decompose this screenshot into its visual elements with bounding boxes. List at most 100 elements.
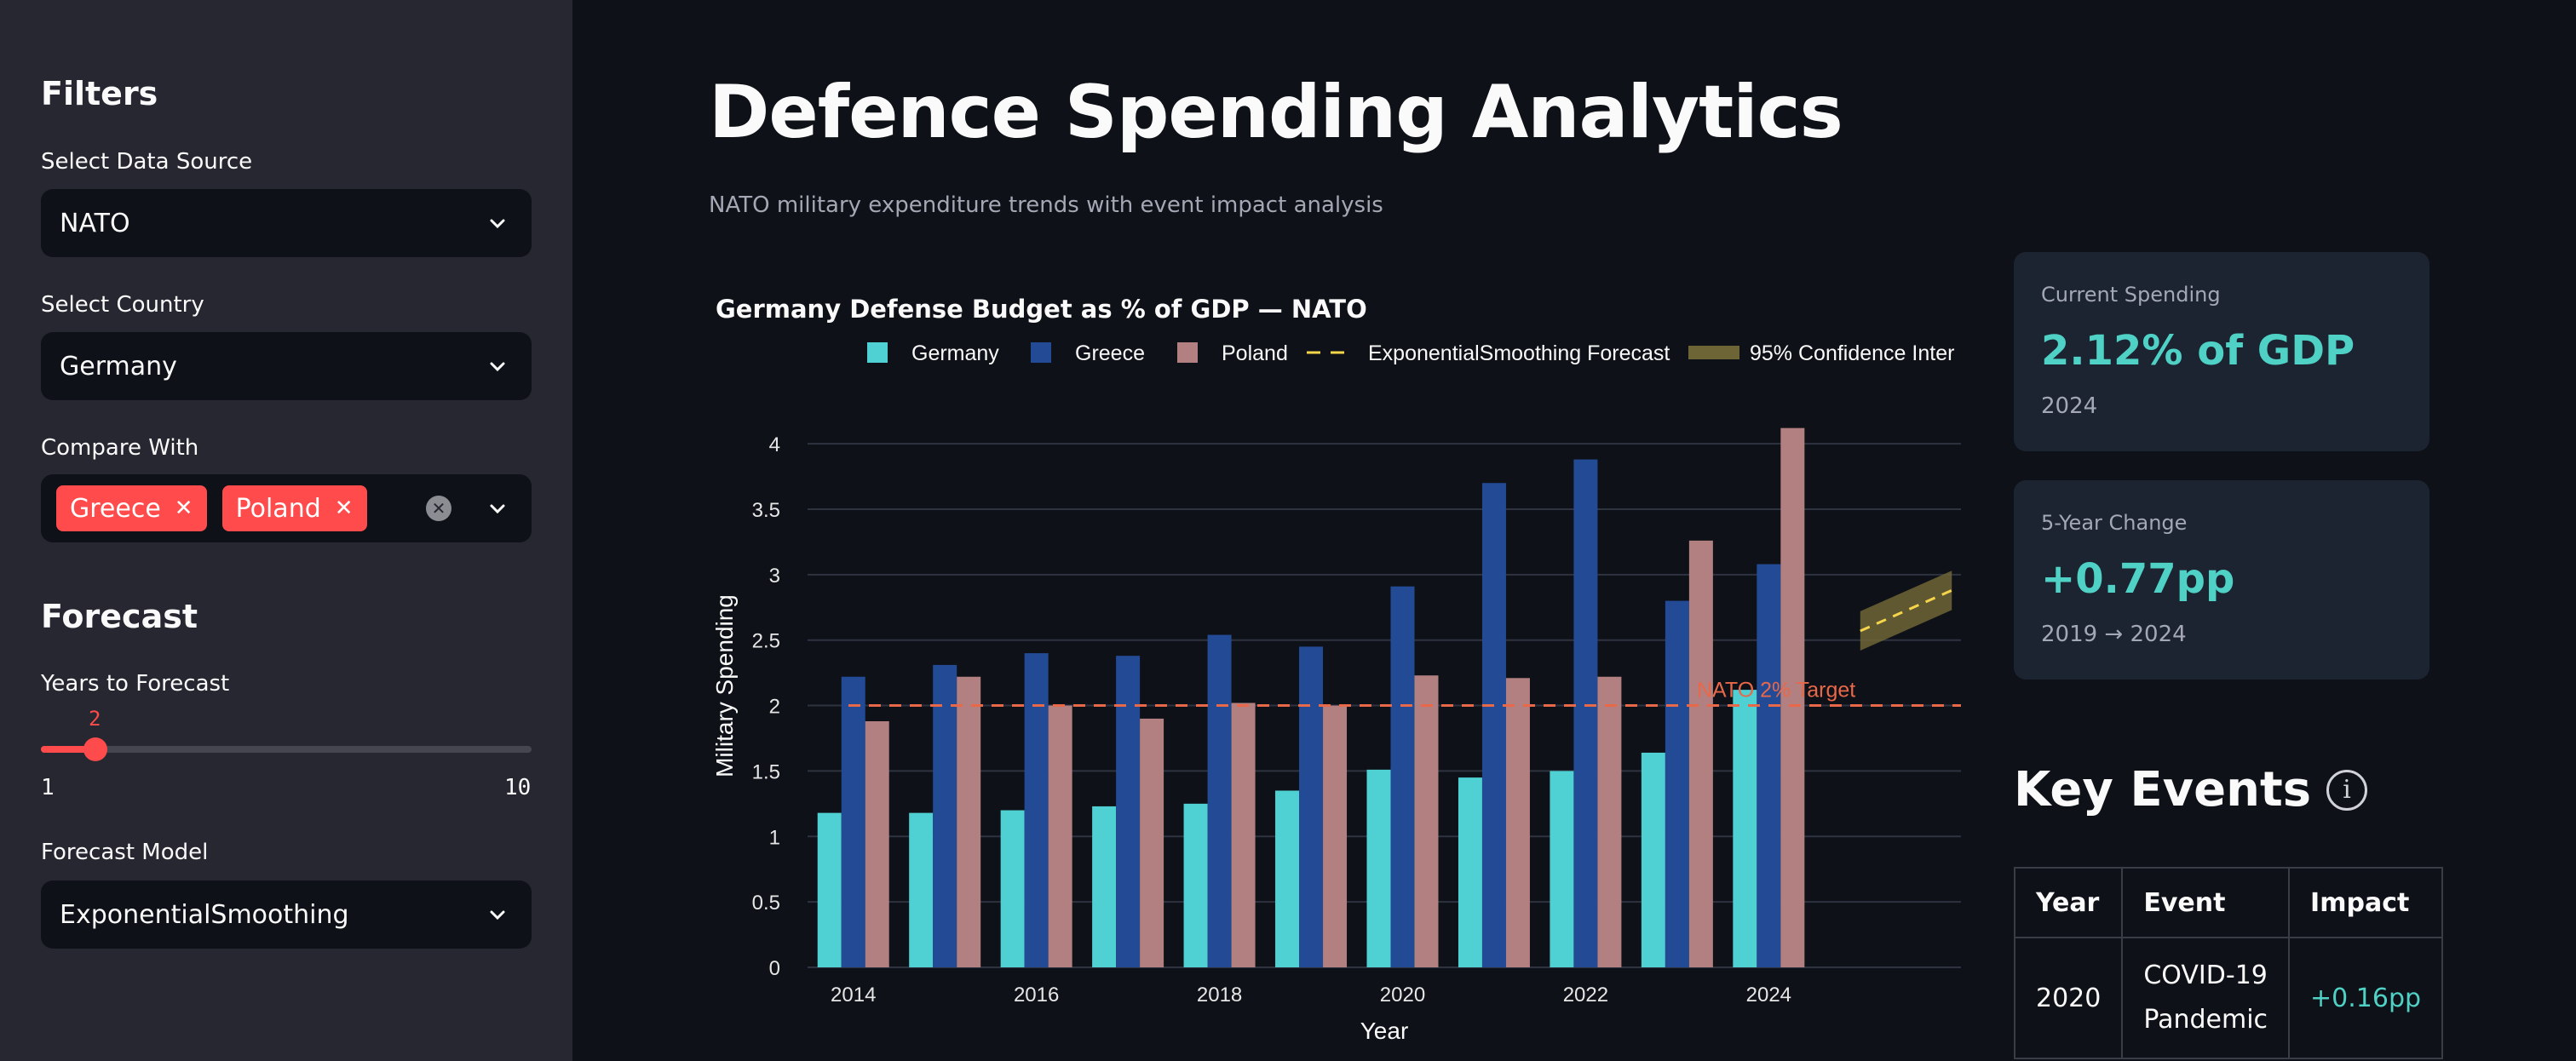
- info-icon[interactable]: i: [2326, 769, 2368, 811]
- metric-value: +0.77pp: [2041, 555, 2235, 603]
- chip-label: Greece: [70, 493, 161, 524]
- metric-current-spending: Current Spending 2.12% of GDP 2024: [2014, 252, 2429, 451]
- bar-germany-2018: [1183, 803, 1208, 967]
- bar-poland-2022: [1597, 676, 1622, 967]
- chip-greece[interactable]: Greece ✕: [56, 485, 207, 531]
- chip-poland[interactable]: Poland ✕: [221, 485, 367, 531]
- years-slider[interactable]: [41, 737, 532, 761]
- bar-germany-2016: [1000, 810, 1025, 967]
- metric-label: 5-Year Change: [2041, 511, 2188, 535]
- x-tick-label: 2016: [1014, 984, 1059, 1007]
- bar-greece-2020: [1390, 586, 1415, 967]
- bar-greece-2021: [1481, 483, 1506, 967]
- bar-germany-2022: [1550, 771, 1574, 967]
- bar-poland-2021: [1505, 678, 1530, 967]
- years-label: Years to Forecast: [41, 671, 230, 697]
- page-subtitle: NATO military expenditure trends with ev…: [709, 192, 1383, 218]
- close-icon[interactable]: ✕: [174, 496, 193, 521]
- slider-value: 2: [89, 707, 101, 731]
- key-events-title: Key Events: [2014, 762, 2312, 817]
- slider-max: 10: [504, 775, 532, 800]
- header-year: Year: [2013, 867, 2124, 938]
- data-source-select[interactable]: NATO: [41, 189, 532, 257]
- bar-greece-2014: [841, 676, 865, 967]
- country-label: Select Country: [41, 292, 204, 318]
- close-icon[interactable]: ✕: [334, 496, 354, 521]
- bar-greece-2018: [1207, 634, 1232, 967]
- bar-germany-2017: [1092, 806, 1117, 967]
- target-label: NATO 2% Target: [1697, 679, 1855, 703]
- table-row: 2020 COVID-19 Pandemic +0.16pp: [2013, 937, 2444, 1059]
- bar-germany-2024: [1733, 690, 1757, 967]
- legend-swatch: [867, 342, 888, 363]
- cell-impact: +0.16pp: [2288, 937, 2444, 1059]
- model-select[interactable]: ExponentialSmoothing: [41, 880, 532, 949]
- legend-label: Germany: [911, 341, 999, 365]
- key-events-table: Year Event Impact 2020 COVID-19 Pandemic…: [2013, 867, 2444, 1059]
- y-tick-label: 1: [769, 826, 780, 849]
- chevron-down-icon: [482, 351, 513, 381]
- slider-min: 1: [41, 775, 55, 800]
- country-select[interactable]: Germany: [41, 332, 532, 400]
- legend-swatch: [1688, 346, 1739, 359]
- bar-germany-2019: [1275, 790, 1300, 967]
- country-value: Germany: [60, 351, 177, 381]
- bar-poland-2014: [865, 721, 889, 967]
- y-axis-label: Military Spending: [711, 594, 738, 777]
- slider-fill: [41, 746, 95, 753]
- bar-poland-2020: [1414, 675, 1439, 967]
- compare-multiselect[interactable]: Greece ✕ Poland ✕ ✕: [41, 474, 532, 542]
- table-header-row: Year Event Impact: [2013, 867, 2444, 938]
- sidebar: Filters Select Data Source NATO Select C…: [0, 0, 572, 1061]
- legend-label: 95% Confidence Inter: [1750, 341, 1954, 365]
- y-tick-label: 0.5: [752, 892, 780, 915]
- compare-label: Compare With: [41, 435, 199, 461]
- x-tick-label: 2020: [1380, 984, 1425, 1007]
- legend-swatch: [1177, 342, 1198, 363]
- model-label: Forecast Model: [41, 840, 209, 865]
- y-tick-label: 2.5: [752, 630, 780, 653]
- header-impact: Impact: [2288, 867, 2444, 938]
- legend-swatch: [1031, 342, 1051, 363]
- bar-germany-2021: [1458, 777, 1482, 967]
- legend-label: Poland: [1222, 341, 1288, 365]
- slider-thumb[interactable]: [83, 737, 107, 761]
- x-tick-label: 2014: [831, 984, 876, 1007]
- chip-label: Poland: [235, 493, 321, 524]
- forecast-heading: Forecast: [41, 598, 198, 635]
- clear-all-icon[interactable]: ✕: [426, 496, 451, 521]
- bar-poland-2015: [957, 676, 981, 967]
- bar-greece-2019: [1299, 646, 1324, 967]
- cell-event: COVID-19 Pandemic: [2121, 937, 2291, 1059]
- bar-poland-2024: [1780, 427, 1805, 967]
- legend-label: Greece: [1075, 341, 1145, 365]
- y-tick-label: 3.5: [752, 499, 780, 522]
- bar-poland-2019: [1323, 705, 1348, 967]
- metric-sub: 2024: [2041, 393, 2098, 419]
- bar-germany-2023: [1641, 752, 1665, 967]
- x-tick-label: 2024: [1746, 984, 1791, 1007]
- bar-greece-2015: [933, 664, 957, 967]
- bar-poland-2023: [1688, 540, 1713, 967]
- y-tick-label: 1.5: [752, 760, 780, 783]
- data-source-label: Select Data Source: [41, 149, 253, 175]
- data-source-value: NATO: [60, 208, 130, 238]
- metric-sub: 2019 → 2024: [2041, 622, 2187, 647]
- bar-poland-2017: [1140, 718, 1164, 967]
- key-events-heading: Key Events i: [2014, 762, 2368, 817]
- metric-five-year-change: 5-Year Change +0.77pp 2019 → 2024: [2014, 480, 2429, 680]
- metric-value: 2.12% of GDP: [2041, 327, 2355, 375]
- model-value: ExponentialSmoothing: [60, 899, 349, 930]
- legend-label: ExponentialSmoothing Forecast: [1368, 341, 1670, 365]
- x-axis-label: Year: [1360, 1018, 1409, 1044]
- chart-title: Germany Defense Budget as % of GDP — NAT…: [716, 295, 1367, 324]
- bar-greece-2022: [1573, 459, 1598, 967]
- x-tick-label: 2018: [1197, 984, 1242, 1007]
- confidence-band: [1860, 571, 1952, 651]
- bar-poland-2018: [1231, 703, 1256, 967]
- x-tick-label: 2022: [1563, 984, 1608, 1007]
- chevron-down-icon: [482, 208, 513, 238]
- filters-heading: Filters: [41, 75, 158, 112]
- bar-poland-2016: [1048, 705, 1072, 967]
- bar-greece-2024: [1757, 564, 1781, 967]
